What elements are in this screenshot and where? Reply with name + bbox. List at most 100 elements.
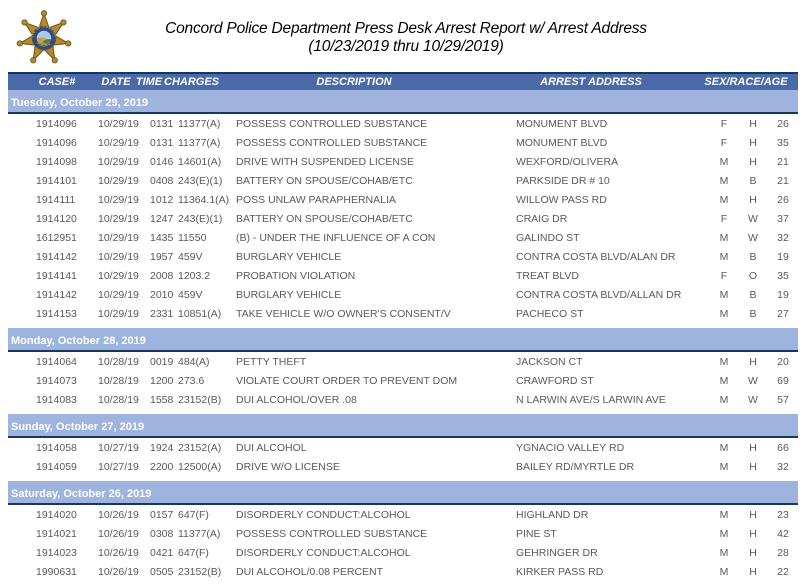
date-cell: 10/29/19 [98,250,139,263]
time-cell: 1247 [150,212,174,225]
table-body: Tuesday, October 29, 2019 1914096 10/29/… [8,90,798,581]
table-row: 1914064 10/28/19 0019 484(A) PETTY THEFT… [8,352,798,371]
date-cell: 10/29/19 [98,269,139,282]
case-number-cell: 1914098 [36,155,77,168]
age-cell: 19 [777,250,789,263]
report-title: Concord Police Department Press Desk Arr… [0,20,812,56]
case-number-cell: 1914021 [36,527,77,540]
age-cell: 28 [777,546,789,559]
case-number-cell: 1914096 [36,136,77,149]
age-cell: 19 [777,288,789,301]
date-cell: 10/28/19 [98,355,139,368]
day-section-header: Tuesday, October 29, 2019 [8,90,798,114]
race-cell: H [749,508,757,521]
charges-cell: 243(E)(1) [178,174,223,187]
description-cell: POSSESS CONTROLLED SUBSTANCE [236,527,428,540]
table-row: 1914142 10/29/19 2010 459V BURGLARY VEHI… [8,285,798,304]
col-header-charges: CHARGES [164,76,220,88]
arrest-address-cell: HIGHLAND DR [516,508,589,521]
arrest-address-cell: CRAWFORD ST [516,374,594,387]
date-cell: 10/29/19 [98,231,139,244]
date-cell: 10/29/19 [98,136,139,149]
day-section: Saturday, October 26, 2019 1914020 10/26… [8,481,798,581]
time-cell: 0421 [150,546,174,559]
time-cell: 1558 [150,393,174,406]
date-cell: 10/29/19 [98,174,139,187]
age-cell: 21 [777,155,789,168]
date-cell: 10/29/19 [98,117,139,130]
race-cell: H [749,565,757,578]
case-number-cell: 1914059 [36,460,77,473]
age-cell: 20 [777,355,789,368]
description-cell: VIOLATE COURT ORDER TO PREVENT DOM [236,374,458,387]
date-cell: 10/27/19 [98,460,139,473]
case-number-cell: 1914153 [36,307,77,320]
age-cell: 32 [777,231,789,244]
case-number-cell: 1914142 [36,250,77,263]
charges-cell: 484(A) [178,355,210,368]
date-cell: 10/29/19 [98,288,139,301]
time-cell: 1435 [150,231,174,244]
date-cell: 10/26/19 [98,565,139,578]
race-cell: B [749,174,757,187]
charges-cell: 23152(A) [178,441,222,454]
charges-cell: 23152(B) [178,393,222,406]
time-cell: 0131 [150,136,174,149]
arrest-address-cell: GEHRINGER DR [516,546,598,559]
table-row: 1914111 10/29/19 1012 11364.1(A) POSS UN… [8,190,798,209]
time-cell: 1012 [150,193,174,206]
age-cell: 37 [777,212,789,225]
day-label: Tuesday, October 29, 2019 [11,97,149,109]
table-row: 1914073 10/28/19 1200 273.6 VIOLATE COUR… [8,371,798,390]
day-section: Tuesday, October 29, 2019 1914096 10/29/… [8,90,798,323]
age-cell: 27 [777,307,789,320]
case-number-cell: 1914023 [36,546,77,559]
sex-cell: M [719,546,729,559]
time-cell: 2200 [150,460,174,473]
description-cell: DISORDERLY CONDUCT:ALCOHOL [236,546,411,559]
sex-cell: M [719,374,729,387]
arrest-address-cell: WILLOW PASS RD [516,193,607,206]
case-number-cell: 1914142 [36,288,77,301]
sex-cell: M [719,231,729,244]
description-cell: DUI ALCOHOL/OVER .08 [236,393,357,406]
race-cell: B [749,307,757,320]
charges-cell: 1203.2 [178,269,211,282]
table-row: 1914153 10/29/19 2331 10851(A) TAKE VEHI… [8,304,798,323]
arrest-address-cell: CONTRA COSTA BLVD/ALLAN DR [516,288,682,301]
charges-cell: 459V [178,288,203,301]
arrest-address-cell: YGNACIO VALLEY RD [516,441,625,454]
police-badge-logo: CITY OF CONCORD POLICE [16,8,72,64]
description-cell: PETTY THEFT [236,355,307,368]
race-cell: W [748,231,758,244]
age-cell: 35 [777,269,789,282]
sex-cell: M [719,174,729,187]
sex-cell: M [719,288,729,301]
charges-cell: 11377(A) [178,136,221,149]
case-number-cell: 1914058 [36,441,77,454]
date-cell: 10/29/19 [98,193,139,206]
col-header-sex-race-age: SEX/RACE/AGE [704,76,788,88]
time-cell: 0146 [150,155,174,168]
race-cell: H [749,193,757,206]
date-cell: 10/26/19 [98,527,139,540]
race-cell: B [749,250,757,263]
date-cell: 10/26/19 [98,546,139,559]
description-cell: DISORDERLY CONDUCT:ALCOHOL [236,508,411,521]
day-label: Monday, October 28, 2019 [11,335,146,347]
day-section-header: Saturday, October 26, 2019 [8,481,798,505]
age-cell: 23 [777,508,789,521]
arrest-table: CASE# DATE TIME CHARGES DESCRIPTION ARRE… [8,72,798,581]
table-row: 1914059 10/27/19 2200 12500(A) DRIVE W/O… [8,457,798,476]
time-cell: 0019 [150,355,174,368]
table-row: 1914096 10/29/19 0131 11377(A) POSSESS C… [8,133,798,152]
arrest-address-cell: N LARWIN AVE/S LARWIN AVE [516,393,666,406]
table-row: 1612951 10/29/19 1435 11550 (B) - UNDER … [8,228,798,247]
report-title-line2: (10/23/2019 thru 10/29/2019) [308,38,504,55]
sex-cell: M [719,193,729,206]
case-number-cell: 1914101 [36,174,77,187]
table-row: 1914023 10/26/19 0421 647(F) DISORDERLY … [8,543,798,562]
time-cell: 0408 [150,174,174,187]
table-row: 1990631 10/26/19 0505 23152(B) DUI ALCOH… [8,562,798,581]
